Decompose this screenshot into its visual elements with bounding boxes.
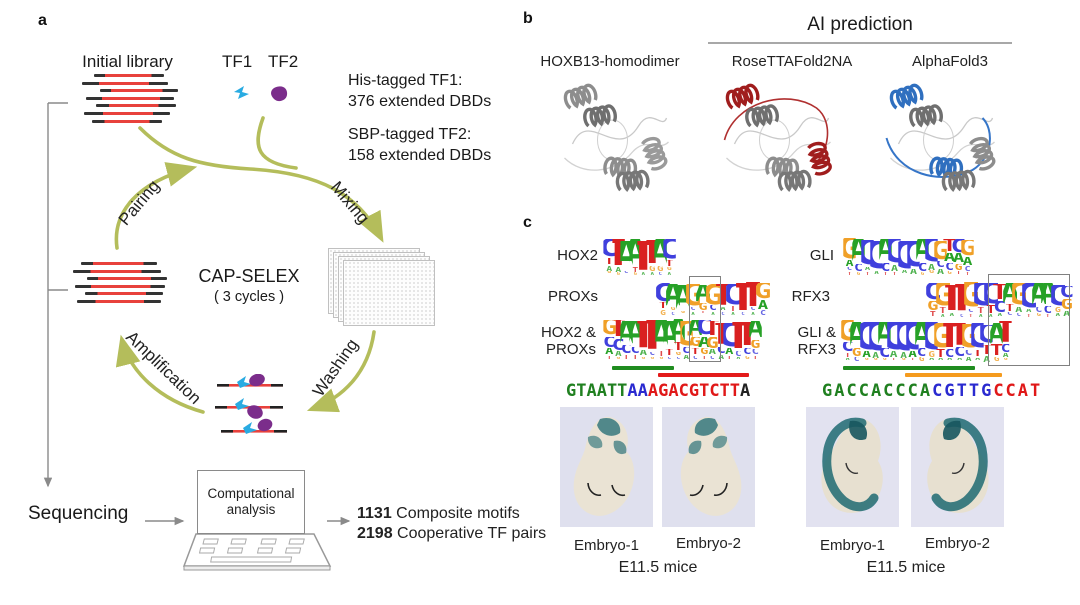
initial-library-fragments (82, 74, 178, 127)
bound-dna-row (221, 418, 287, 434)
tf-shapes (234, 86, 288, 102)
his-tag-line2: 376 extended DBDs (348, 93, 492, 110)
hox2-proxs-logo: GCATTCAGACTACTTAGTCGATGATCATGCGCAAGTCCAG… (603, 319, 761, 360)
his-tag-line1: His-tagged TF1: (348, 72, 463, 89)
embryo1-label-left: Embryo-1 (573, 537, 640, 554)
structure-hoxb13-homodimer (561, 82, 670, 192)
computational-line1: Computational (207, 486, 295, 501)
his-tag-text: His-tagged TF1: 376 extended DBDs (348, 70, 491, 112)
structure-label-rosettafold2na: RoseTTAFold2NA (731, 53, 853, 70)
e115-mice-caption-left: E11.5 mice (618, 559, 698, 576)
embryo2-label-right: Embryo-2 (924, 535, 991, 552)
structure-alphafold3 (885, 82, 998, 192)
gli-rfx3-logo: GCTAAGCCAGCAGACGCATCAGCATACGCGAGTATCATCA… (841, 320, 1012, 362)
mixing-arrow (138, 126, 384, 243)
right-consensus-sequence: GACCACCCACGTTGCCAT (822, 381, 1043, 401)
hox2-label: HOX2 (557, 247, 598, 264)
bound-dna-row (217, 374, 283, 388)
computational-line2: analysis (226, 502, 276, 517)
ai-prediction-title: AI prediction (807, 14, 913, 35)
tf2-icon (271, 86, 288, 102)
panel-a-arrows (43, 102, 384, 526)
left-green-underline (612, 366, 674, 370)
right-orange-underline (905, 373, 1002, 377)
sbp-tag-text: SBP-tagged TF2: 158 extended DBDs (348, 124, 491, 166)
rfx3-logo: CGTGTATATCGCTCTACTATCAATCGACCATACGACTCGA… (926, 282, 1074, 317)
embryo-image-right-1 (806, 407, 899, 527)
sbp-tag-line2: 158 extended DBDs (348, 147, 492, 164)
embryo2-label-left: Embryo-2 (675, 535, 742, 552)
tf2-label: TF2 (268, 52, 299, 71)
ai-prediction-divider (708, 42, 1012, 44)
hox2-proxs-label: HOX2 & PROXs (540, 324, 596, 358)
e115-mice-caption-right: E11.5 mice (866, 559, 946, 576)
microwell-plates (328, 248, 438, 328)
embryo-image-right-2 (911, 407, 1004, 527)
embryo-image-left-2 (662, 407, 755, 527)
gli-label: GLI (809, 247, 834, 264)
panel-b-label: b (523, 10, 533, 27)
results-text: 1131 Composite motifs 2198 Cooperative T… (357, 504, 546, 544)
proxs-label: PROXs (547, 288, 598, 305)
structure-label-hoxb13: HOXB13-homodimer (540, 53, 680, 70)
bound-dna-complexes (215, 374, 287, 434)
gli-logo: GACTACGCATCAACTCATCACAACGCAGGCATACGCAGTG… (843, 238, 974, 275)
structure-label-alphafold3: AlphaFold3 (912, 53, 988, 70)
sbp-tag-line1: SBP-tagged TF2: (348, 126, 472, 143)
sequencing-label: Sequencing (28, 503, 129, 524)
panel-a-label: a (38, 12, 47, 29)
cap-selex-cycles: ( 3 cycles ) (213, 289, 285, 305)
amplification-arrow (115, 334, 205, 414)
left-consensus-sequence: GTAATTAAAGACGTCTTA (566, 381, 751, 401)
result1-number: 1131 (357, 505, 392, 522)
left-red-underline (658, 373, 749, 377)
hox2-logo: CTAGTAGACATGTATGAAGCCTGA (603, 239, 674, 275)
washing-arrow (306, 330, 376, 413)
result1-label: Composite motifs (391, 505, 520, 522)
panel-c-label: c (523, 214, 532, 231)
tf-join-curve (256, 116, 298, 170)
gli-rfx3-label: GLI & RFX3 (797, 324, 836, 358)
tf1-icon (234, 86, 249, 99)
right-green-underline (843, 366, 975, 370)
bound-dna-row (215, 398, 283, 419)
left-motif-overlap-box (689, 276, 721, 362)
right-motif-overlap-box (988, 274, 1070, 366)
result2-label: Cooperative TF pairs (392, 525, 547, 542)
result2-number: 2198 (357, 525, 393, 542)
initial-library-label: Initial library (82, 52, 173, 71)
tf1-label: TF1 (222, 52, 253, 71)
cap-selex-title: CAP-SELEX (198, 266, 300, 286)
structure-rosettafold2na (723, 82, 834, 192)
pairing-arrow (114, 162, 198, 250)
rfx3-label: RFX3 (791, 288, 830, 305)
laptop-keyboard (182, 533, 332, 571)
embryo1-label-right: Embryo-1 (819, 537, 886, 554)
amplified-library-fragments (73, 262, 168, 308)
embryo-image-left-1 (560, 407, 653, 527)
laptop-screen: Computational analysis (197, 470, 305, 534)
